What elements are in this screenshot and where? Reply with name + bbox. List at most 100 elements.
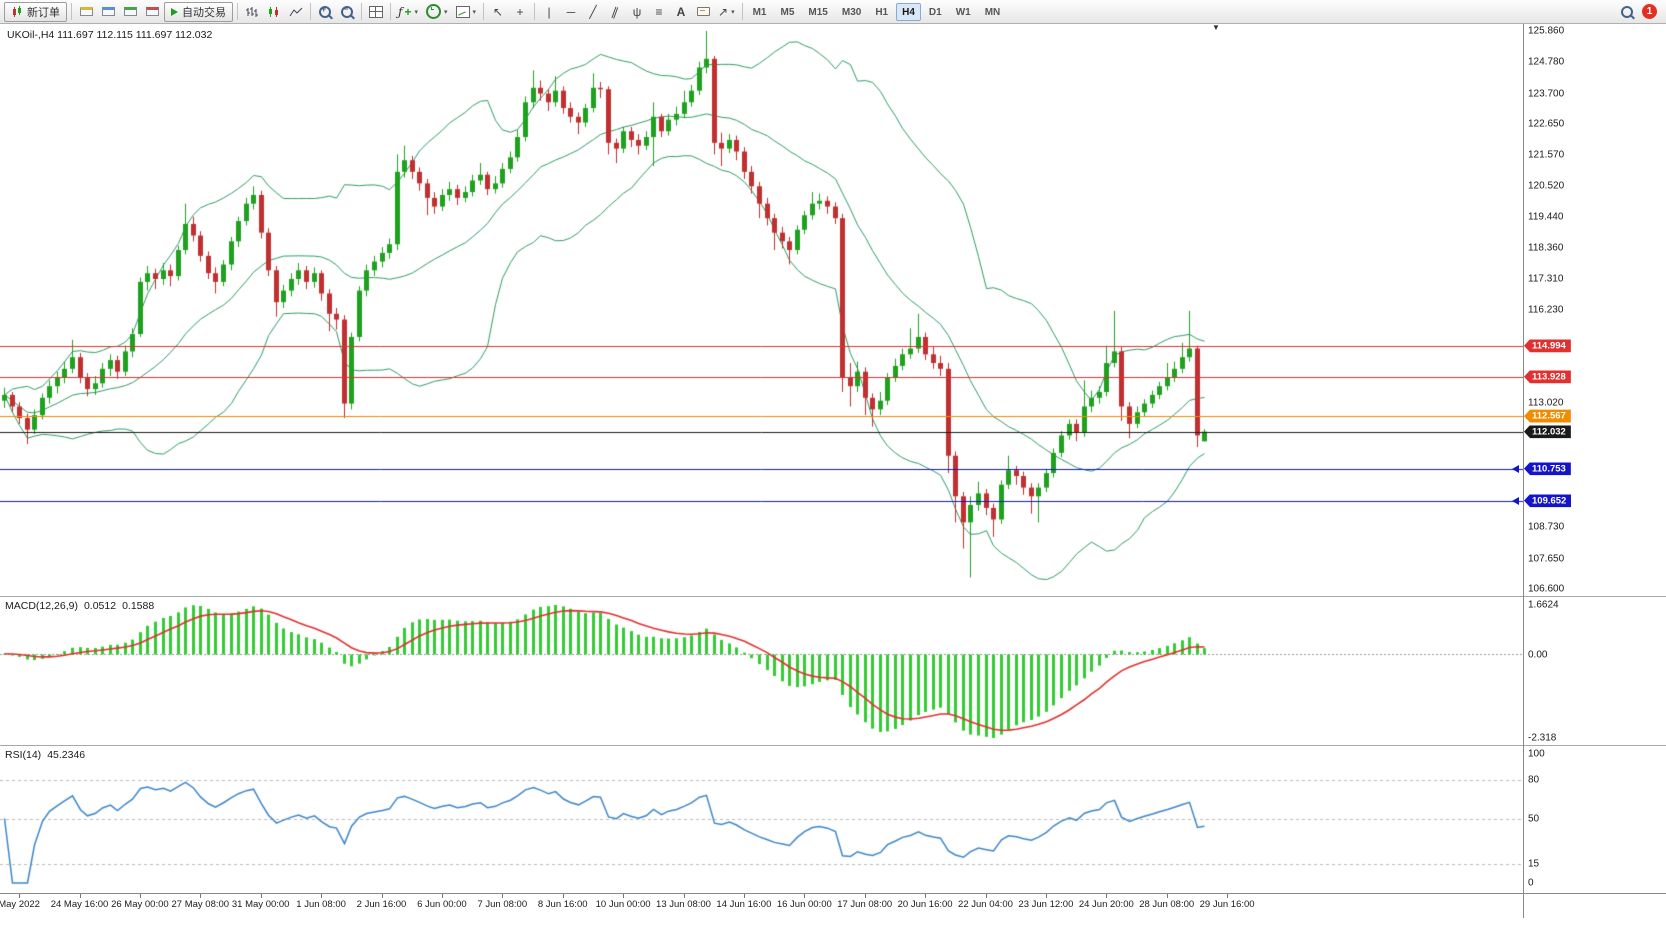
price-axis-label: 118.360 <box>1528 242 1564 254</box>
autotrade-button[interactable]: 自动交易 <box>164 1 233 22</box>
candlestick-chart-button[interactable] <box>264 2 284 22</box>
market-watch-icon <box>79 7 93 16</box>
bar-chart-button[interactable] <box>242 2 262 22</box>
time-axis-tick <box>744 894 745 898</box>
search-icon <box>1621 5 1633 18</box>
time-label: 22 Jun 04:00 <box>958 899 1013 910</box>
data-window-icon <box>101 7 115 16</box>
zoom-in-button[interactable] <box>315 2 335 22</box>
search-button[interactable] <box>1617 2 1637 22</box>
plus-icon: + <box>404 4 412 19</box>
price-axis-label: 123.700 <box>1528 88 1565 100</box>
timeframe-button-M15[interactable]: M15 <box>808 6 828 18</box>
text-button[interactable]: A <box>671 2 691 22</box>
new-order-label: 新订单 <box>27 6 60 19</box>
price-tag-bid: 112.032 <box>1524 425 1571 439</box>
time-label: 6 Jun 00:00 <box>417 899 467 910</box>
price-axis-label: 117.310 <box>1528 273 1564 285</box>
time-label: 13 Jun 08:00 <box>656 899 711 910</box>
play-icon <box>171 7 178 16</box>
time-label: 10 Jun 00:00 <box>595 899 651 910</box>
price-axis-label: 106.600 <box>1528 583 1565 595</box>
rsi-axis-label: 100 <box>1528 748 1545 760</box>
zoom-out-button[interactable] <box>337 2 357 22</box>
terminal-button[interactable] <box>142 2 162 22</box>
macd-indicator-canvas[interactable] <box>0 597 1523 745</box>
toolbar-separator <box>237 3 238 20</box>
notification-badge[interactable]: 1 <box>1642 4 1657 19</box>
time-label: 20 Jun 16:00 <box>897 899 953 910</box>
line-chart-button[interactable] <box>286 2 306 22</box>
data-window-button[interactable] <box>98 2 118 22</box>
price-axis-label: 113.020 <box>1528 397 1564 409</box>
time-label: 17 Jun 08:00 <box>837 899 893 910</box>
rsi-indicator-canvas[interactable] <box>0 746 1523 893</box>
cursor-button[interactable]: ↖ <box>488 2 508 22</box>
chart-shift-marker[interactable]: ▼ <box>1212 24 1220 32</box>
macd-indicator-label: MACD(12,26,9) 0.0512 0.1588 <box>5 600 154 612</box>
vertical-line-button[interactable]: | <box>539 2 559 22</box>
timeframe-group: M1 M5 M15 M30 H1 H4 D1 W1 MN <box>746 2 1008 21</box>
timeframe-button-W1[interactable]: W1 <box>955 6 971 18</box>
line-chart-icon <box>289 7 303 16</box>
toolbar-separator <box>390 3 391 20</box>
pane-separator[interactable] <box>0 745 1666 746</box>
pane-separator[interactable] <box>0 596 1666 597</box>
templates-button[interactable]: ▾ <box>453 2 480 22</box>
price-axis-label: 120.520 <box>1528 180 1565 192</box>
timeframe-button-M30[interactable]: M30 <box>841 6 862 18</box>
crosshair-button[interactable]: + <box>510 2 530 22</box>
periods-button[interactable]: ▾ <box>423 2 451 22</box>
label-button[interactable] <box>693 2 713 22</box>
price-axis-label: 124.780 <box>1528 56 1565 68</box>
market-watch-button[interactable] <box>76 2 96 22</box>
crosshair-icon: + <box>516 4 524 19</box>
text-icon: A <box>676 4 686 19</box>
tile-windows-button[interactable] <box>366 2 386 22</box>
price-axis-label: 119.440 <box>1528 211 1564 223</box>
rsi-axis-label: 15 <box>1528 858 1540 870</box>
price-tag-support: 110.753 <box>1524 462 1571 476</box>
zoom-out-icon <box>341 4 353 18</box>
timeframe-button-M1[interactable]: M1 <box>752 6 767 18</box>
price-tag-resistance: 114.994 <box>1524 339 1571 353</box>
chart-ohlc-title: UKOil-,H4 111.697 112.115 111.697 112.03… <box>7 29 213 41</box>
price-tag-support: 109.652 <box>1524 494 1572 508</box>
time-axis-tick <box>684 894 685 898</box>
timeframe-button-MN[interactable]: MN <box>984 6 1001 18</box>
shapes-button[interactable]: ↗ ▾ <box>715 2 738 22</box>
cursor-icon: ↖ <box>492 4 504 19</box>
dropdown-caret-icon: ▾ <box>443 8 448 16</box>
time-axis-tick <box>80 894 81 898</box>
timeframe-button-M5[interactable]: M5 <box>780 6 795 18</box>
trendline-button[interactable]: ╱ <box>583 2 603 22</box>
fibonacci-button[interactable]: ≡ <box>649 2 669 22</box>
indicators-button[interactable]: ƒ + ▾ <box>395 2 421 22</box>
zoom-in-icon <box>319 4 331 18</box>
time-axis-tick <box>200 894 201 898</box>
tile-windows-icon <box>369 5 383 18</box>
rsi-axis-label: 0 <box>1528 877 1534 889</box>
pitchfork-button[interactable]: ψ <box>627 2 647 22</box>
price-axis-label: 116.230 <box>1528 304 1564 316</box>
time-axis-tick <box>1227 894 1228 898</box>
price-tag-resistance: 113.928 <box>1524 370 1571 384</box>
timeframe-button-H4[interactable]: H4 <box>896 2 921 21</box>
timeframe-button-D1[interactable]: D1 <box>928 6 942 18</box>
vertical-line-icon: | <box>547 4 551 19</box>
new-order-button[interactable]: 新订单 <box>4 1 67 22</box>
price-tag-level: 112.567 <box>1524 409 1571 423</box>
price-scale-separator[interactable] <box>1523 24 1524 918</box>
channel-icon: ∥ <box>609 3 621 20</box>
channel-button[interactable]: ∥ <box>605 2 625 22</box>
horizontal-line-button[interactable]: ─ <box>561 2 581 22</box>
price-chart-canvas[interactable] <box>0 24 1523 596</box>
time-axis-tick <box>804 894 805 898</box>
trendline-icon: ╱ <box>589 4 597 19</box>
time-label: 2 Jun 16:00 <box>356 899 407 910</box>
indicators-icon: ƒ <box>398 4 403 19</box>
time-label: 7 Jun 08:00 <box>477 899 528 910</box>
time-axis-tick <box>442 894 443 898</box>
timeframe-button-H1[interactable]: H1 <box>875 6 889 18</box>
navigator-button[interactable] <box>120 2 140 22</box>
